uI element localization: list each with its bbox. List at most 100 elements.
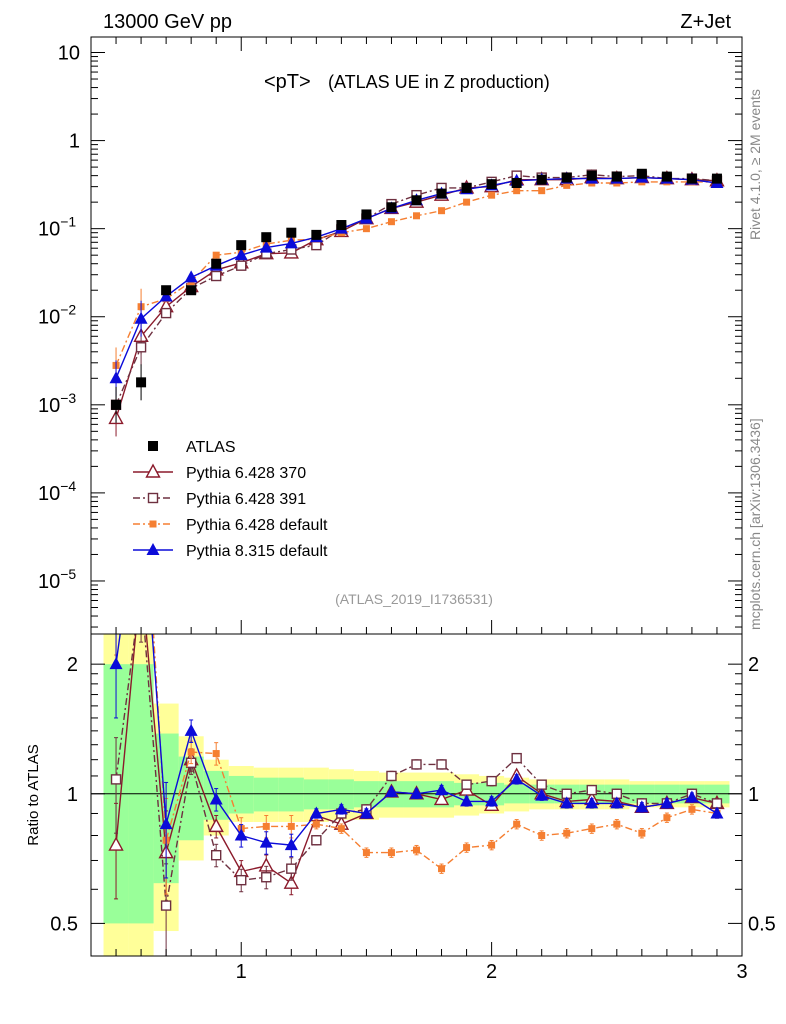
data-point — [186, 285, 197, 296]
data-point — [159, 289, 173, 302]
data-point — [686, 173, 697, 184]
x-tick-label: 2 — [486, 961, 497, 983]
ratio-point — [485, 794, 499, 807]
ratio-point — [359, 806, 373, 819]
stat-uncertainty-band — [303, 779, 329, 810]
data-point — [361, 209, 372, 220]
ratio-point — [311, 835, 322, 846]
ratio-y-tick-label: 0.5 — [50, 913, 78, 935]
ratio-point — [560, 796, 574, 809]
data-point — [236, 240, 247, 251]
ratio-point — [588, 825, 596, 833]
ratio-point — [610, 796, 624, 809]
data-point — [538, 187, 546, 195]
ratio-point — [261, 872, 272, 883]
ratio-point — [538, 832, 546, 840]
ratio-point — [463, 844, 471, 852]
ratio-point — [135, 475, 148, 487]
data-point — [636, 168, 647, 179]
ratio-point — [685, 790, 699, 803]
ratio-point — [160, 900, 172, 911]
analysis-tag: (ATLAS_2019_I1736531) — [335, 591, 493, 607]
ratio-point — [110, 774, 122, 785]
data-point — [386, 202, 397, 213]
ratio-point — [510, 772, 524, 785]
ratio-point — [663, 814, 671, 822]
series-atlas — [111, 168, 722, 423]
ratio-series-line — [115, 634, 718, 885]
legend-label: Pythia 6.428 default — [186, 517, 328, 534]
data-point — [261, 232, 272, 243]
data-point — [513, 187, 521, 195]
ratio-point — [284, 838, 298, 851]
legend-marker — [148, 441, 158, 451]
ratio-point — [337, 825, 345, 833]
data-point — [463, 198, 471, 206]
ratio-point — [436, 759, 447, 770]
y-tick-label: 10−4 — [38, 478, 76, 505]
legend-marker — [147, 492, 159, 504]
data-point — [488, 191, 496, 199]
plot-title-main: <pT> — [264, 71, 311, 93]
y-tick-label: 10 — [58, 43, 80, 65]
ratio-point — [586, 784, 597, 796]
main-panel: 10 1 10−1 10−2 10−3 10−4 10−5 <pT> (ATLAS UE i… — [38, 36, 743, 635]
data-point — [211, 258, 222, 269]
data-point — [284, 236, 298, 249]
ratio-point — [113, 598, 120, 605]
data-point — [210, 270, 222, 282]
y-tick-label: 10−2 — [38, 302, 76, 329]
main-series-layer — [108, 168, 725, 437]
ratio-point — [362, 849, 370, 857]
data-point — [184, 270, 198, 283]
legend-item-pythia-6-428-370: Pythia 6.428 370 — [133, 463, 306, 482]
ratio-point — [138, 426, 145, 433]
data-point — [135, 342, 147, 353]
stat-uncertainty-band — [253, 777, 279, 812]
ratio-uncertainty-bands — [103, 634, 730, 956]
ratio-y-tick-label-right: 0.5 — [748, 913, 776, 935]
ratio-axes: 2 2 1 1 0.5 0.5 1 2 3 — [50, 654, 776, 983]
legend-marker — [146, 543, 160, 555]
ratio-point — [236, 874, 247, 886]
ratio-point — [286, 863, 297, 874]
ratio-series-layer — [108, 426, 725, 956]
data-point — [461, 182, 472, 193]
stat-uncertainty-band — [278, 777, 304, 812]
ratio-point — [184, 723, 198, 736]
ratio-point — [433, 791, 450, 806]
ratio-point — [710, 806, 724, 819]
collision-label: 13000 GeV pp — [103, 11, 232, 33]
ratio-point — [334, 802, 348, 815]
ratio-point — [410, 786, 423, 799]
data-point — [436, 188, 447, 199]
ratio-panel: 2 2 1 1 0.5 0.5 1 2 3 Ratio to ATLAS — [25, 426, 776, 983]
series-pythia-6-428-370 — [108, 169, 725, 437]
ratio-point — [210, 850, 222, 861]
ratio-point — [438, 865, 446, 873]
data-point — [536, 174, 547, 185]
data-point — [234, 248, 248, 261]
ratio-point — [635, 800, 649, 813]
ratio-point — [513, 820, 521, 828]
ratio-point — [413, 846, 420, 854]
legend-item-pythia-6-428-default: Pythia 6.428 default — [133, 517, 328, 534]
legend-label: Pythia 8.315 default — [186, 543, 328, 560]
ratio-point — [460, 794, 474, 807]
data-point — [136, 377, 147, 388]
ratio-point — [212, 750, 220, 758]
ratio-point — [511, 752, 522, 764]
ratio-point — [461, 779, 472, 790]
ratio-point — [563, 829, 571, 837]
data-point — [362, 225, 370, 233]
y-tick-label: 10−1 — [38, 214, 76, 241]
data-point — [134, 311, 148, 324]
series-line — [115, 181, 717, 366]
data-point — [561, 172, 572, 183]
ratio-y-tick-label: 2 — [67, 654, 78, 676]
legend-item-pythia-8-315-default: Pythia 8.315 default — [133, 543, 328, 560]
series-line — [115, 173, 718, 406]
ratio-point — [411, 759, 422, 770]
plot-title-sub: (ATLAS UE in Z production) — [328, 72, 550, 92]
ratio-y-tick-label-right: 1 — [748, 784, 759, 806]
